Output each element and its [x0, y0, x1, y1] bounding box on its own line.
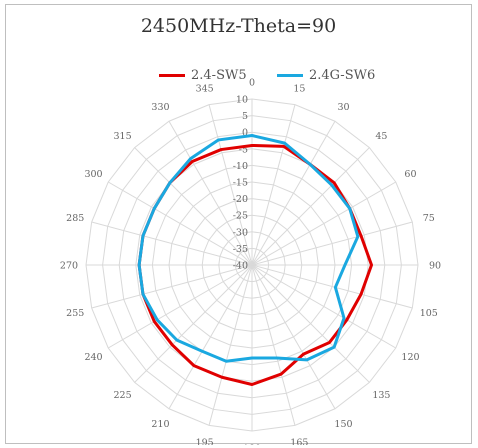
- grid-spoke-15: [134, 264, 253, 383]
- angle-label: 165: [290, 437, 308, 445]
- chart-title: 2450MHz-Theta=90: [140, 15, 337, 37]
- legend-swatch-series-1: [159, 73, 185, 77]
- grid-spoke-20: [107, 181, 253, 266]
- grid-spoke-14: [168, 264, 253, 410]
- radial-tick-label: -35: [233, 244, 248, 255]
- grid-spoke-1: [251, 104, 296, 266]
- angle-label: 270: [60, 261, 78, 272]
- grid-spoke-9: [251, 264, 370, 383]
- grid-spoke-2: [251, 120, 336, 266]
- grid-spoke-21: [134, 147, 253, 266]
- angle-label: 75: [423, 213, 435, 224]
- angle-label: 180: [243, 444, 261, 446]
- angle-label: 255: [66, 308, 84, 319]
- grid-spoke-3: [251, 147, 370, 266]
- grid-spoke-10: [251, 264, 336, 410]
- angle-label: 30: [337, 102, 349, 113]
- grid-spoke-7: [251, 264, 413, 309]
- angle-label: 15: [293, 84, 305, 95]
- radial-tick-label: -30: [233, 227, 248, 238]
- legend-label-series-2: 2.4G-SW6: [309, 67, 376, 83]
- series-line-2: [137, 134, 360, 363]
- radial-tick-label: 0: [242, 128, 248, 139]
- angle-label: 195: [196, 437, 214, 445]
- grid-spoke-19: [91, 221, 253, 266]
- chart-frame: 2450MHz-Theta=90 2.4-SW5 2.4G-SW6 10 5 0 -5…: [5, 4, 472, 446]
- angle-label: 345: [196, 84, 214, 95]
- radial-tick-label: -25: [233, 211, 248, 222]
- angle-label: 120: [401, 352, 419, 363]
- angle-label: 45: [375, 131, 387, 142]
- radial-tick-label: 10: [236, 95, 248, 106]
- radial-tick-label: -10: [233, 161, 248, 172]
- angle-label: 60: [404, 169, 416, 180]
- angle-label: 330: [151, 102, 169, 113]
- grid-spoke-8: [251, 264, 397, 349]
- grid-spoke-17: [91, 264, 253, 309]
- angle-label: 105: [420, 308, 438, 319]
- grid-spoke-4: [251, 181, 397, 266]
- legend-item-series-1: 2.4-SW5: [159, 65, 247, 85]
- radial-tick-label: -20: [233, 194, 248, 205]
- grid-spoke-16: [107, 264, 253, 349]
- legend-swatch-series-2: [277, 73, 303, 77]
- grid-spoke-11: [251, 264, 296, 426]
- angle-label: 210: [151, 419, 169, 430]
- radial-tick-label: 5: [242, 111, 248, 122]
- angle-label: 315: [114, 131, 132, 142]
- angle-label: 90: [429, 261, 441, 272]
- radial-tick-label: -5: [239, 144, 248, 155]
- angle-label: 225: [114, 390, 132, 401]
- angle-label: 300: [84, 169, 102, 180]
- angle-label: 285: [66, 213, 84, 224]
- angle-label: 0: [249, 78, 255, 89]
- angle-label: 240: [84, 352, 102, 363]
- radial-tick-label: -15: [233, 178, 248, 189]
- polar-plot: 1050-5-10-15-20-25-30-35-400153045607590…: [60, 78, 441, 446]
- angle-label: 135: [372, 390, 390, 401]
- legend-item-series-2: 2.4G-SW6: [277, 65, 375, 85]
- grid-spoke-22: [168, 120, 253, 266]
- legend: 2.4-SW5 2.4G-SW6: [6, 65, 471, 85]
- radial-tick-label: -40: [233, 261, 248, 272]
- grid-spoke-13: [208, 264, 253, 426]
- grid-spoke-5: [251, 221, 413, 266]
- angle-label: 150: [334, 419, 352, 430]
- legend-label-series-1: 2.4-SW5: [191, 67, 247, 83]
- grid-spoke-23: [208, 104, 253, 266]
